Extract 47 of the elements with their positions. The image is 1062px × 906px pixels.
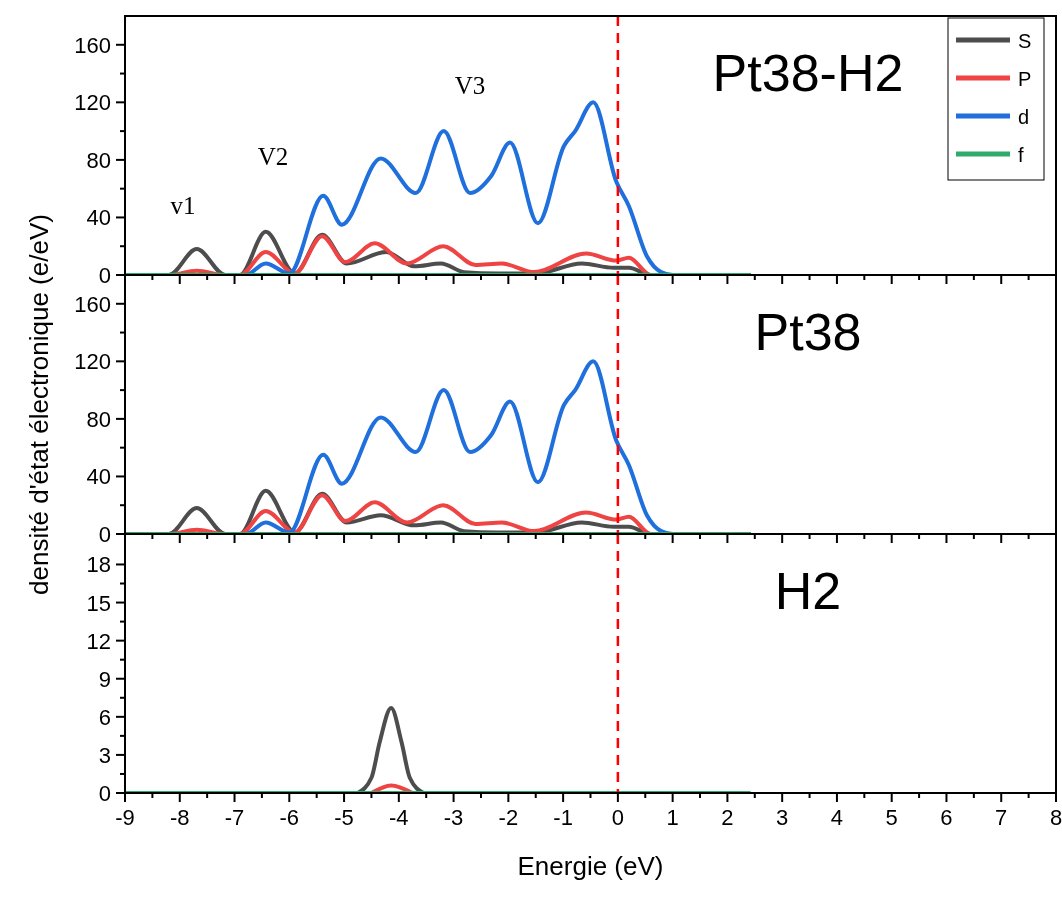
y-tick-label: 40 — [86, 205, 111, 231]
y-tick-label: 0 — [98, 263, 111, 288]
x-tick-label: -3 — [443, 805, 464, 830]
annotation: V2 — [257, 143, 289, 170]
x-tick-label: 6 — [940, 805, 953, 830]
y-tick-label: 80 — [86, 406, 111, 432]
text: Pt38-H2 — [712, 44, 904, 102]
x-tick-label: -7 — [224, 805, 245, 830]
y-tick-label: 15 — [86, 590, 111, 616]
x-tick-label: -5 — [334, 805, 354, 830]
y-tick-label: 0 — [98, 781, 111, 806]
text: Pt38 — [754, 303, 862, 361]
x-tick-label: -1 — [553, 805, 573, 830]
y-tick-label: 18 — [86, 552, 111, 578]
x-tick-label: 5 — [885, 805, 898, 830]
x-tick-label: 4 — [830, 805, 844, 830]
x-tick-label: -4 — [389, 805, 409, 830]
y-tick-label: 3 — [98, 742, 111, 768]
legend-label: P — [1018, 68, 1032, 90]
x-tick-label: 7 — [995, 805, 1008, 830]
y-tick-label: 0 — [98, 522, 111, 547]
x-tick-label: 2 — [721, 805, 734, 830]
y-tick-label: 9 — [98, 666, 111, 692]
x-tick-label: 3 — [776, 805, 789, 830]
y-tick-label: 120 — [74, 349, 111, 375]
annotation: v1 — [170, 192, 196, 219]
y-tick-label: 6 — [98, 704, 111, 730]
x-tick-label: 8 — [1049, 805, 1062, 830]
legend-label: d — [1018, 106, 1030, 128]
x-axis-title: Energie (eV) — [517, 851, 664, 881]
x-tick-label: -6 — [279, 805, 300, 830]
x-tick-label: -8 — [169, 805, 190, 830]
legend-label: f — [1018, 144, 1024, 166]
x-tick-label: 1 — [666, 805, 679, 830]
y-tick-label: 160 — [74, 32, 111, 58]
y-tick-label: 80 — [86, 147, 111, 173]
legend-label: S — [1018, 30, 1032, 52]
y-tick-label: 120 — [74, 90, 111, 116]
x-tick-label: -2 — [498, 805, 519, 830]
y-tick-label: 12 — [86, 628, 111, 654]
x-tick-label: -9 — [115, 805, 135, 830]
annotation: V3 — [454, 72, 486, 99]
y-tick-label: 40 — [86, 464, 111, 490]
x-tick-label: 0 — [611, 805, 625, 830]
y-axis-title: densité d'état électronique (e/eV) — [24, 214, 54, 595]
y-tick-label: 160 — [74, 291, 111, 317]
text: H2 — [774, 562, 842, 620]
